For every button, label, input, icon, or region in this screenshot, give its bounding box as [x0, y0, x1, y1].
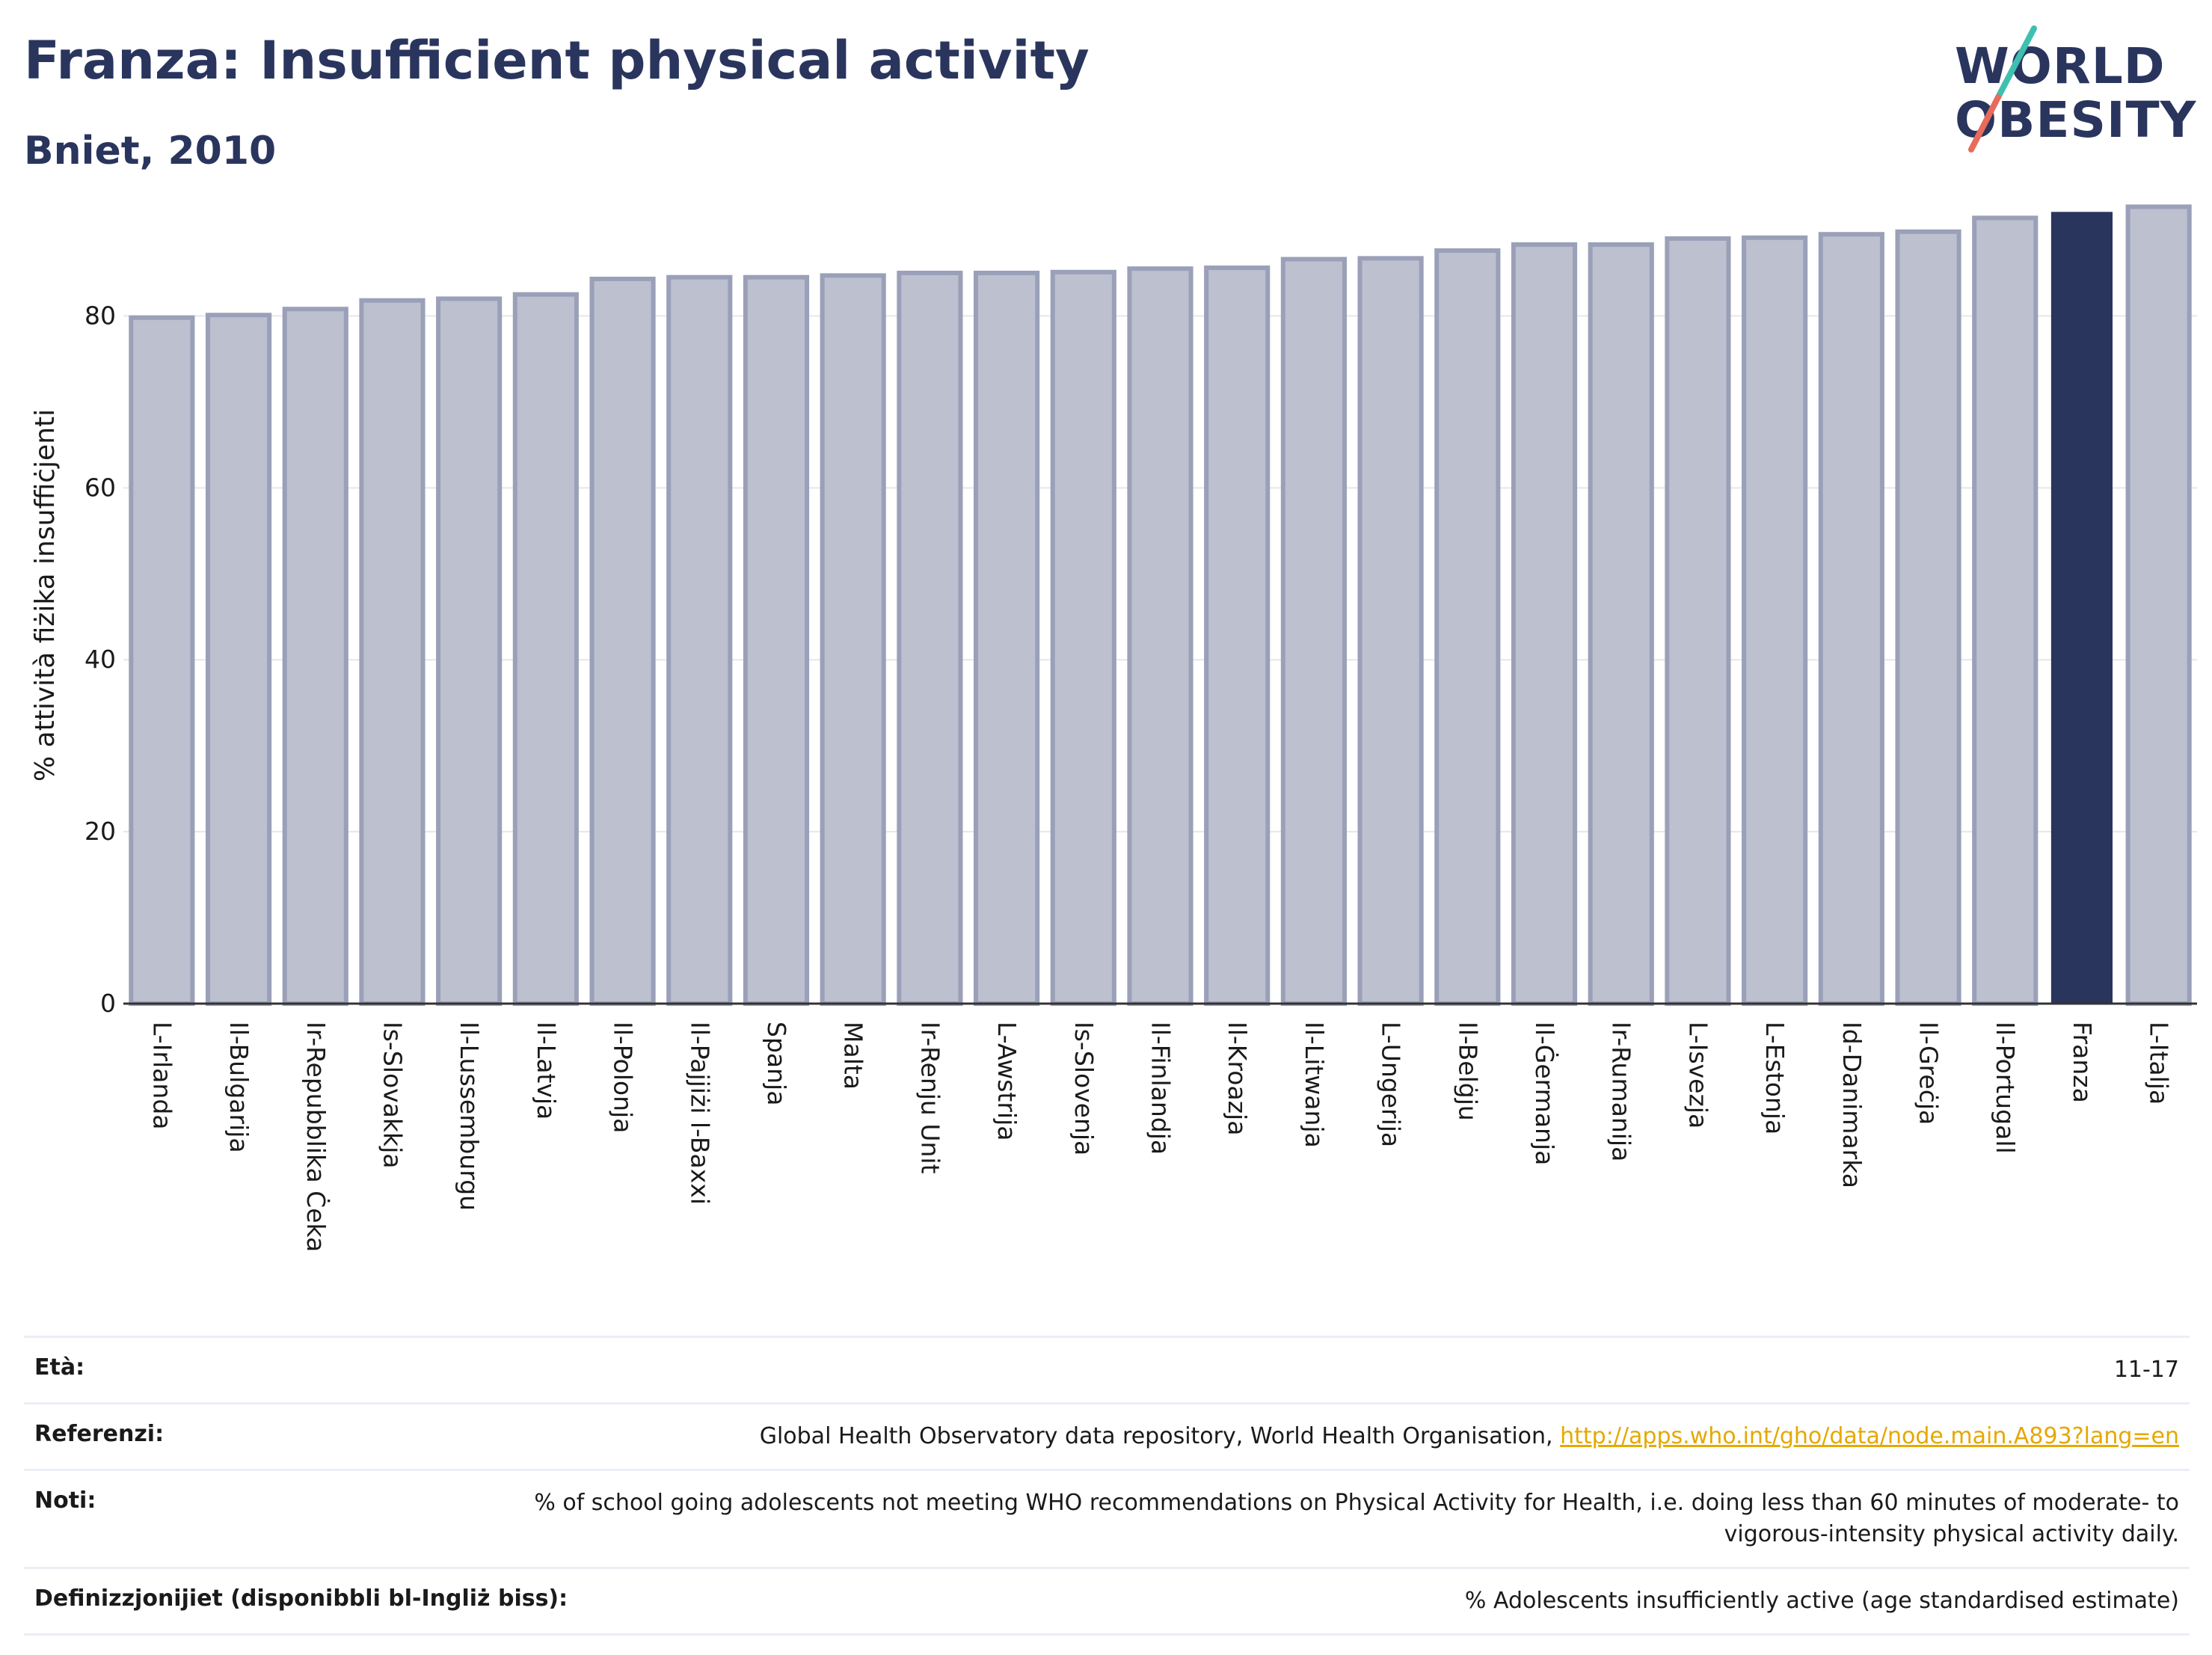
- y-tick-label: 80: [85, 301, 116, 330]
- bar: [436, 296, 503, 1006]
- bar: [743, 274, 810, 1006]
- bar: [1742, 235, 1808, 1006]
- bar-chart: 0 20 40 60 80 % attività fiżika insuffiċjenti…: [30, 204, 2197, 1252]
- bar: [1280, 257, 1347, 1006]
- notes-label: Noti:: [34, 1487, 96, 1514]
- bar: [589, 276, 656, 1006]
- bar: [974, 270, 1040, 1006]
- footer-row-references: Referenzi: Global Health Observatory dat…: [24, 1402, 2190, 1469]
- x-tick-label: L-Irlanda: [147, 1022, 176, 1130]
- bar: [2050, 212, 2113, 1004]
- x-tick-label: Ir-Renju Unit: [915, 1022, 944, 1174]
- x-tick-label: Is-Slovenja: [1069, 1022, 1099, 1155]
- bar: [1972, 215, 2039, 1006]
- chart-subtitle: Bniet, 2010: [24, 129, 277, 174]
- bar: [1434, 248, 1501, 1007]
- x-tick-label: Id-Danimarka: [1837, 1022, 1867, 1188]
- bar: [1204, 265, 1271, 1006]
- references-value: Global Health Observatory data repositor…: [760, 1421, 2179, 1452]
- x-tick-label: Il-Lussemburgu: [455, 1022, 484, 1211]
- bar: [205, 313, 272, 1006]
- bar: [1357, 256, 1424, 1006]
- bar: [129, 315, 195, 1007]
- x-tick-label: Is-Slovakkja: [378, 1022, 407, 1169]
- y-tick-label: 60: [85, 473, 116, 502]
- x-tick-label: Franza: [2068, 1022, 2097, 1103]
- x-tick-label: Il-Belġju: [1453, 1022, 1482, 1121]
- world-obesity-logo[interactable]: WORLD OBESITY: [1944, 22, 2199, 165]
- definitions-label: Definizzjonijiet (disponibbli bl-Ingliż …: [34, 1585, 568, 1612]
- footer-row-definitions: Definizzjonijiet (disponibbli bl-Ingliż …: [24, 1567, 2190, 1636]
- bar: [666, 274, 733, 1006]
- y-axis-label: % attività fiżika insuffiċjenti: [30, 409, 61, 782]
- bar: [897, 270, 963, 1006]
- x-tick-label: Il-Latvja: [532, 1022, 561, 1120]
- bar: [359, 298, 425, 1006]
- logo-slash-icon: [1968, 25, 2037, 153]
- x-tick-label: L-Awstrija: [992, 1022, 1021, 1140]
- footer-row-notes: Noti: % of school going adolescents not …: [24, 1469, 2190, 1567]
- bar: [1895, 229, 1961, 1007]
- bar: [1127, 266, 1193, 1006]
- bar: [2125, 204, 2192, 1007]
- y-tick-label: 40: [85, 645, 116, 674]
- logo-line-1: WORLD: [1955, 37, 2166, 95]
- references-link[interactable]: http://apps.who.int/gho/data/node.main.A…: [1560, 1423, 2179, 1449]
- x-tick-label: Il-Finlandja: [1146, 1022, 1176, 1155]
- x-tick-label: L-Estonja: [1760, 1022, 1789, 1134]
- x-tick-label: Ir-Rumanija: [1607, 1022, 1636, 1161]
- bar: [512, 292, 579, 1006]
- x-tick-label: Malta: [839, 1022, 868, 1090]
- bar: [820, 273, 886, 1006]
- x-tick-label: Il-Litwanja: [1300, 1022, 1329, 1148]
- notes-value: % of school going adolescents not meetin…: [534, 1490, 2179, 1547]
- x-tick-label: Il-Kroazja: [1223, 1022, 1252, 1135]
- definitions-value: % Adolescents insufficiently active (age…: [1464, 1588, 2179, 1614]
- bar: [1588, 242, 1654, 1007]
- x-tick-label: Il-Bulgarija: [224, 1022, 254, 1153]
- x-tick-label: L-Italja: [2145, 1022, 2174, 1105]
- references-text: Global Health Observatory data repositor…: [759, 1423, 1553, 1449]
- bar: [282, 307, 348, 1006]
- x-tick-label: Il-Pajjiżi l-Baxxi: [685, 1022, 714, 1205]
- y-tick-label: 0: [100, 989, 116, 1018]
- chart-title: Franza: Insufficient physical activity: [24, 30, 1090, 91]
- x-tick-label: L-Isvezja: [1683, 1022, 1712, 1129]
- bar: [1511, 242, 1578, 1007]
- bar: [1050, 269, 1116, 1006]
- x-tick-label: Il-Ġermanja: [1530, 1022, 1560, 1165]
- references-label: Referenzi:: [34, 1421, 165, 1447]
- x-tick-label: L-Ungerija: [1377, 1022, 1406, 1147]
- x-tick-label: Il-Greċja: [1914, 1022, 1944, 1125]
- x-tick-label: Ir-Repubblika Ċeka: [301, 1022, 331, 1252]
- bar: [1665, 236, 1731, 1006]
- age-value: 11-17: [2113, 1357, 2179, 1383]
- chart-footer: Età: 11-17 Referenzi: Global Health Obse…: [24, 1336, 2190, 1636]
- bar: [1818, 232, 1884, 1006]
- y-tick-label: 20: [85, 817, 116, 846]
- footer-row-age: Età: 11-17: [24, 1336, 2190, 1402]
- x-tick-label: Il-Portugall: [1991, 1022, 2020, 1154]
- x-tick-label: Il-Polonja: [609, 1022, 638, 1133]
- x-tick-label: Spanja: [762, 1022, 791, 1105]
- age-label: Età:: [34, 1354, 85, 1381]
